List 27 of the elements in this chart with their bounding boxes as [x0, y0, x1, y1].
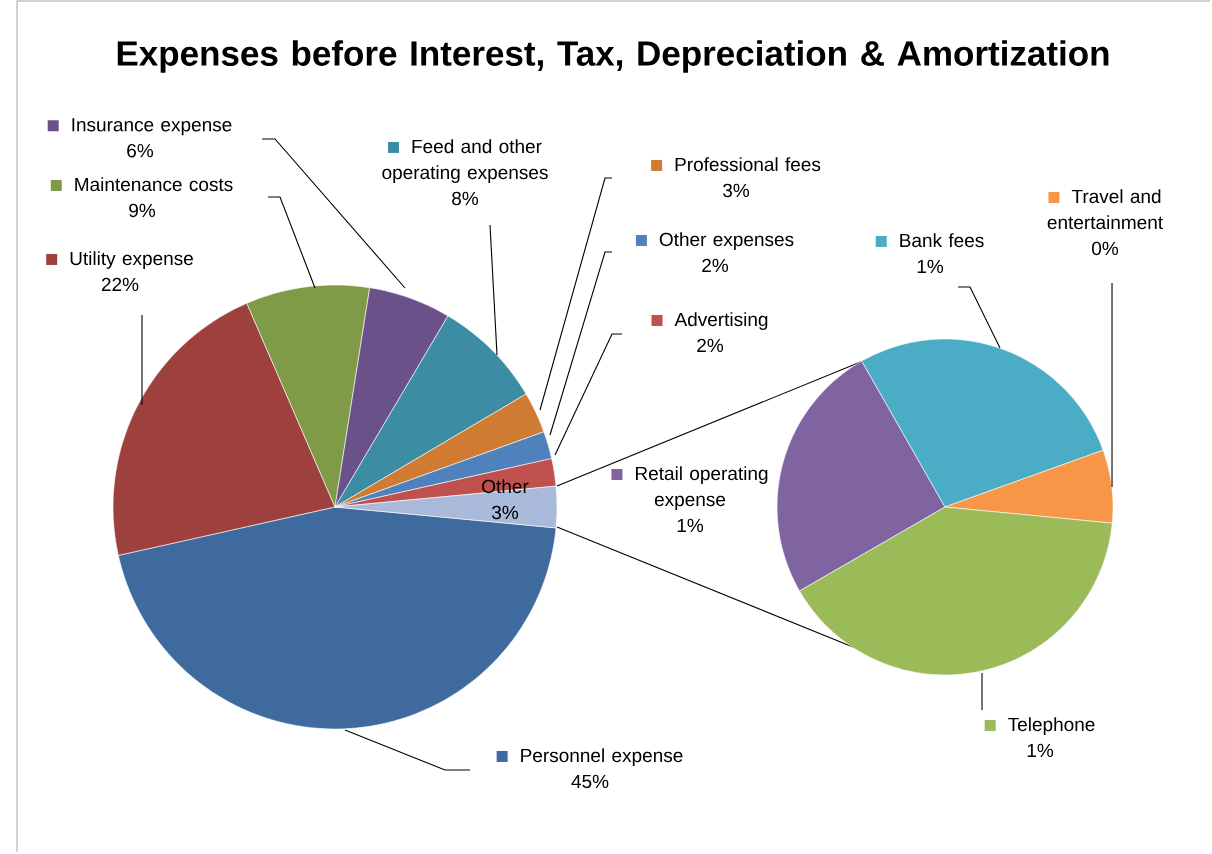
- data-label: 45%: [571, 774, 609, 789]
- data-label: 8%: [452, 191, 479, 206]
- data-label: 9%: [129, 203, 156, 218]
- legend-label: Travel and entertainment: [1047, 189, 1163, 230]
- data-label: 1%: [677, 518, 704, 533]
- legend-label: Bank fees: [900, 233, 984, 248]
- legend-label: Maintenance costs: [75, 177, 233, 192]
- slice-label: Other: [482, 479, 529, 494]
- legend-label: Insurance expense: [72, 118, 232, 136]
- data-label: 22%: [101, 277, 139, 292]
- legend-label: Utility expense: [70, 251, 193, 269]
- data-label: 3%: [723, 183, 750, 198]
- data-label: 1%: [917, 259, 944, 274]
- data-label: 3%: [492, 505, 519, 520]
- legend-label: Other expenses: [659, 232, 794, 250]
- data-label: 2%: [702, 258, 729, 273]
- legend-label: Retail operating expense: [636, 466, 768, 510]
- data-label: 2%: [697, 338, 724, 353]
- legend-label: Professional fees: [675, 157, 821, 172]
- chart-title: Expenses before Interest, Tax, Depreciation & Amortization: [117, 40, 1109, 73]
- data-label: 6%: [127, 144, 154, 158]
- data-label: 0%: [1092, 241, 1119, 256]
- legend-label: Feed and other operating expenses: [382, 139, 548, 183]
- legend-label: Advertising: [674, 312, 768, 330]
- legend-label: Telephone: [1008, 717, 1095, 735]
- data-label: 1%: [1027, 743, 1054, 758]
- legend-label: Personnel expense: [521, 748, 683, 766]
